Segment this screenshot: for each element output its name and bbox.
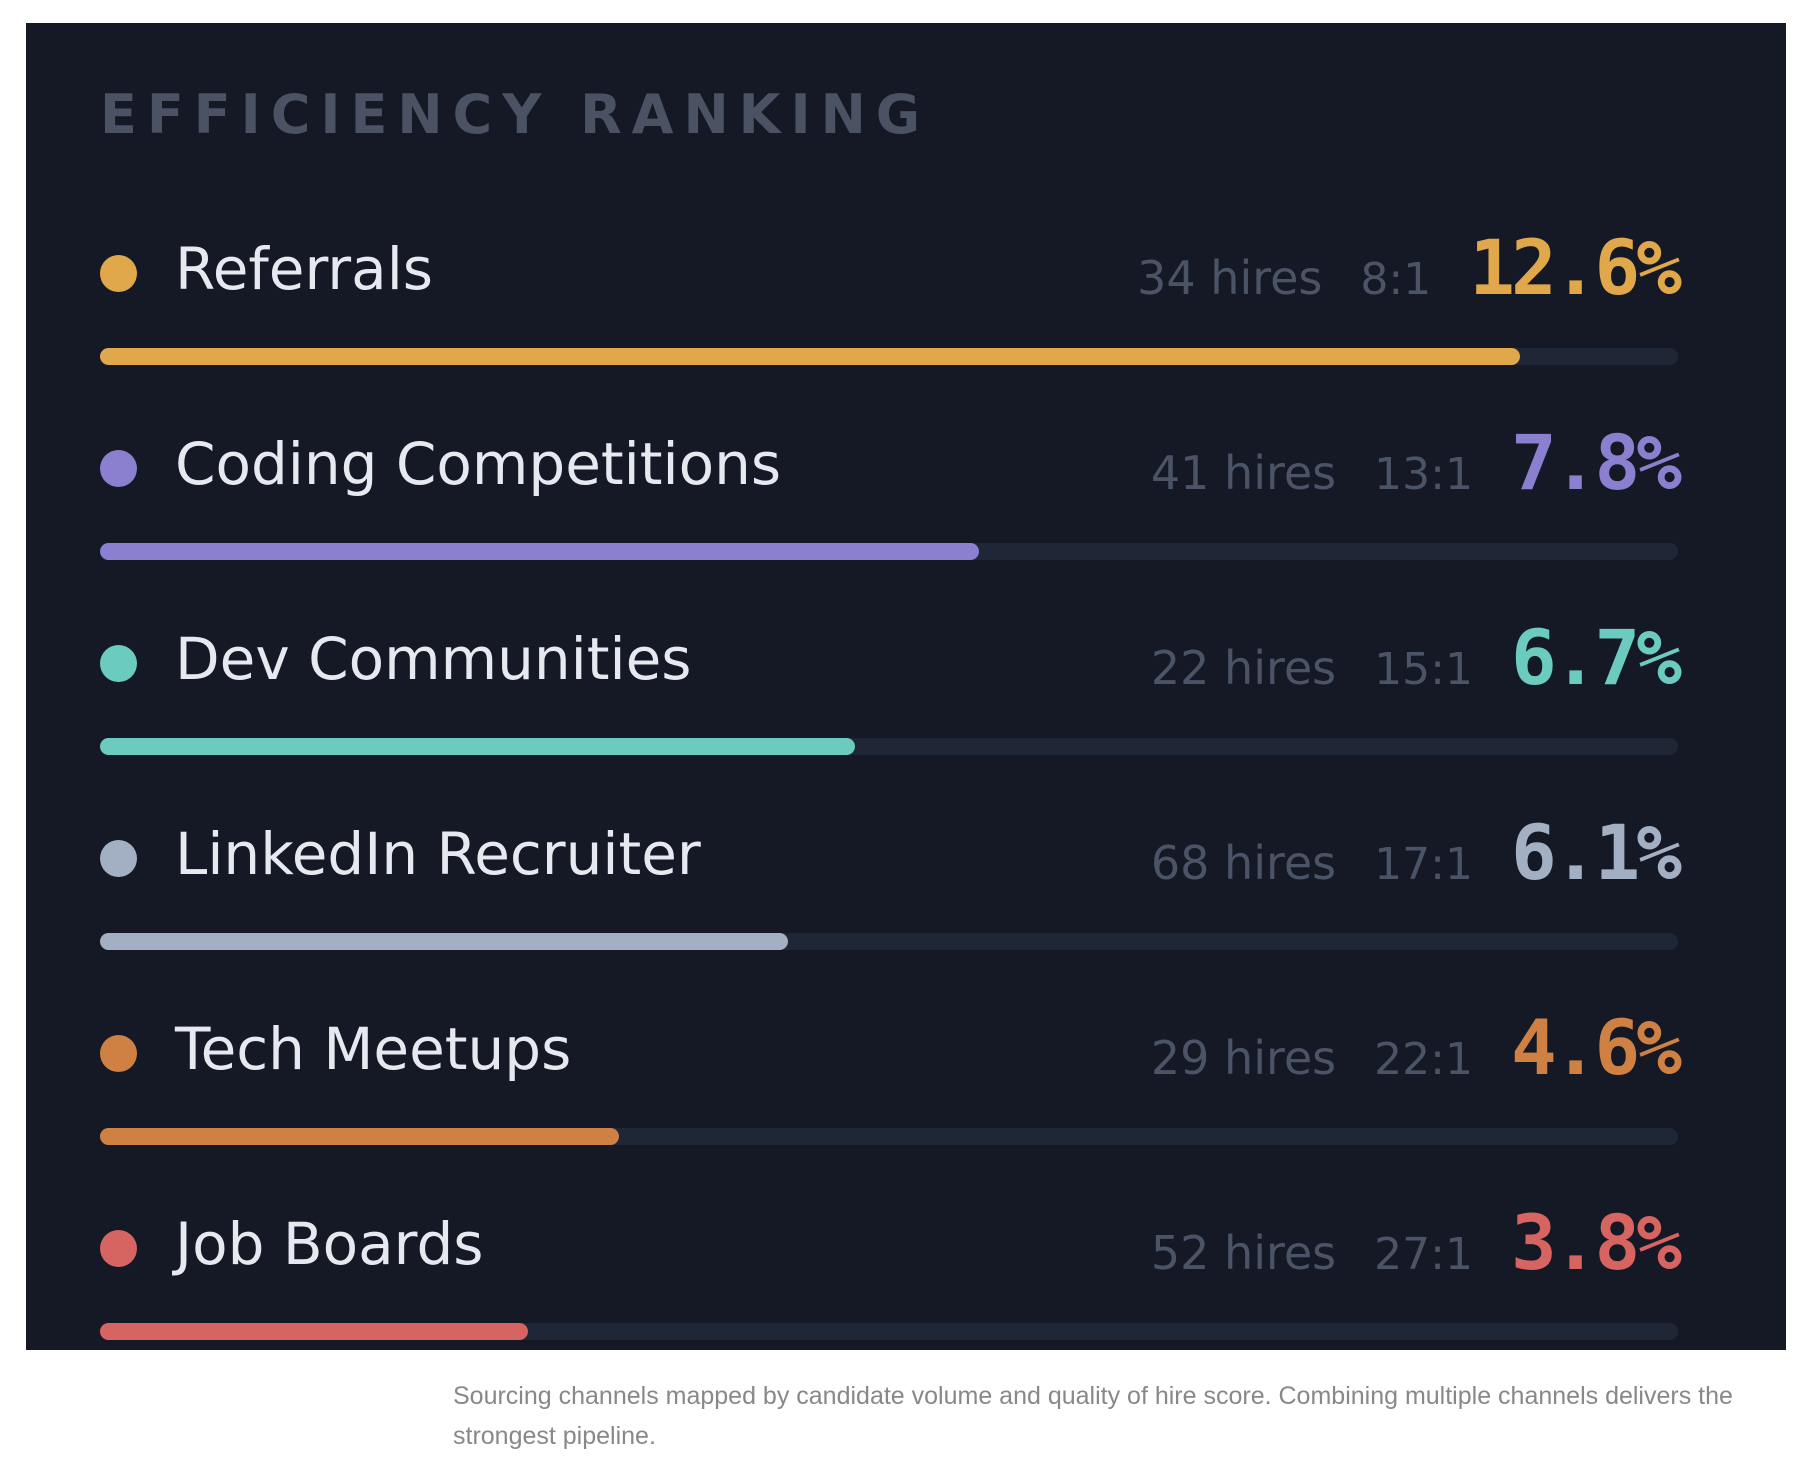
ratio: 15:1 xyxy=(1374,644,1473,695)
ranking-row: Referrals 34 hires 8:1 12.6% xyxy=(100,223,1682,383)
channel-name: Tech Meetups xyxy=(175,1015,572,1083)
ratio: 13:1 xyxy=(1374,449,1473,500)
bar-fill xyxy=(100,738,856,755)
ranking-row: Coding Competitions 41 hires 13:1 7.8% xyxy=(100,418,1682,578)
bar-track xyxy=(100,738,1678,755)
efficiency-percent: 6.1% xyxy=(1510,808,1682,897)
legend-dot-icon xyxy=(100,840,137,877)
channel-name: LinkedIn Recruiter xyxy=(175,820,701,888)
hires-count: 52 hires xyxy=(1150,1226,1337,1280)
hires-count: 41 hires xyxy=(1150,446,1337,500)
hires-count: 29 hires xyxy=(1150,1031,1337,1085)
row-stats: 52 hires 27:1 3.8% xyxy=(1150,1198,1682,1287)
row-stats: 34 hires 8:1 12.6% xyxy=(1137,223,1682,312)
bar-track xyxy=(100,1128,1678,1145)
bar-fill xyxy=(100,348,1521,365)
bar-fill xyxy=(100,1128,619,1145)
bar-track xyxy=(100,543,1678,560)
bar-track xyxy=(100,933,1678,950)
row-stats: 41 hires 13:1 7.8% xyxy=(1150,418,1682,507)
ratio: 8:1 xyxy=(1360,254,1432,305)
legend-dot-icon xyxy=(100,255,137,292)
channel-name: Dev Communities xyxy=(175,625,692,693)
row-stats: 68 hires 17:1 6.1% xyxy=(1150,808,1682,897)
efficiency-percent: 4.6% xyxy=(1510,1003,1682,1092)
efficiency-percent: 3.8% xyxy=(1510,1198,1682,1287)
bar-fill xyxy=(100,1323,529,1340)
ratio: 22:1 xyxy=(1374,1034,1473,1085)
legend-dot-icon xyxy=(100,1035,137,1072)
row-stats: 29 hires 22:1 4.6% xyxy=(1150,1003,1682,1092)
hires-count: 22 hires xyxy=(1150,641,1337,695)
channel-name: Coding Competitions xyxy=(175,430,782,498)
ranking-row: Dev Communities 22 hires 15:1 6.7% xyxy=(100,613,1682,773)
hires-count: 68 hires xyxy=(1150,836,1337,890)
efficiency-percent: 7.8% xyxy=(1510,418,1682,507)
bar-track xyxy=(100,1323,1678,1340)
ranking-row: Job Boards 52 hires 27:1 3.8% xyxy=(100,1198,1682,1358)
ratio: 27:1 xyxy=(1374,1229,1473,1280)
efficiency-percent: 6.7% xyxy=(1510,613,1682,702)
channel-name: Referrals xyxy=(175,235,434,303)
bar-fill xyxy=(100,933,788,950)
bar-fill xyxy=(100,543,980,560)
figure-caption: Sourcing channels mapped by candidate vo… xyxy=(453,1382,1733,1450)
ranking-row: Tech Meetups 29 hires 22:1 4.6% xyxy=(100,1003,1682,1163)
channel-name: Job Boards xyxy=(175,1210,484,1278)
legend-dot-icon xyxy=(100,645,137,682)
bar-track xyxy=(100,348,1678,365)
ranking-row: LinkedIn Recruiter 68 hires 17:1 6.1% xyxy=(100,808,1682,968)
panel-title: EFFICIENCY RANKING xyxy=(100,83,931,146)
ratio: 17:1 xyxy=(1374,839,1473,890)
hires-count: 34 hires xyxy=(1137,251,1323,305)
row-stats: 22 hires 15:1 6.7% xyxy=(1150,613,1682,702)
efficiency-percent: 12.6% xyxy=(1469,223,1682,312)
legend-dot-icon xyxy=(100,450,137,487)
efficiency-ranking-panel: EFFICIENCY RANKING Referrals 34 hires 8:… xyxy=(26,23,1786,1350)
legend-dot-icon xyxy=(100,1230,137,1267)
